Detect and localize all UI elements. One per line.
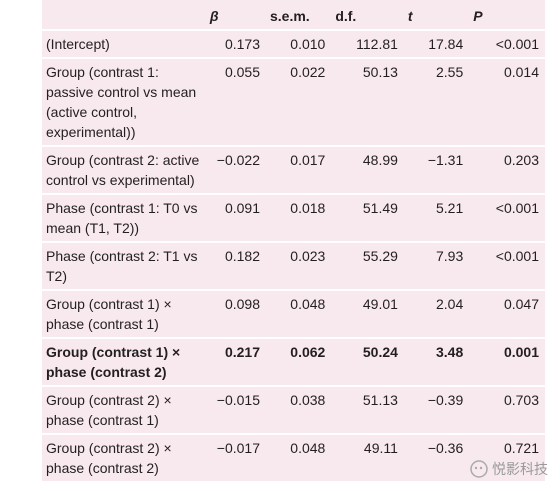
table-row: Group (contrast 1) × phase (contrast 2) 0… bbox=[42, 338, 545, 387]
results-table: β s.e.m. d.f. t P (Intercept) 0.173 0.010 112.8… bbox=[42, 0, 545, 483]
header-cell bbox=[42, 0, 206, 31]
value-cell: −0.39 bbox=[403, 386, 470, 435]
value-cell: 0.017 bbox=[266, 146, 332, 195]
value-cell: <0.001 bbox=[469, 242, 545, 291]
row-label: Group (contrast 2) × phase (contrast 2) bbox=[42, 434, 206, 483]
table-container: β s.e.m. d.f. t P (Intercept) 0.173 0.010 112.8… bbox=[42, 0, 545, 483]
value-cell: 0.203 bbox=[469, 146, 545, 195]
value-cell: 50.13 bbox=[331, 58, 404, 147]
table-row: Group (contrast 1: passive control vs me… bbox=[42, 58, 545, 147]
value-cell: 51.49 bbox=[331, 194, 404, 243]
header-cell: d.f. bbox=[331, 0, 404, 31]
table-row: Group (contrast 2) × phase (contrast 1) −… bbox=[42, 386, 545, 435]
value-cell: 0.001 bbox=[469, 338, 545, 387]
value-cell: 0.055 bbox=[205, 58, 266, 147]
table-row: Group (contrast 2) × phase (contrast 2) −… bbox=[42, 434, 545, 483]
table-body: (Intercept) 0.173 0.010 112.81 17.84 <0.001 Gr… bbox=[42, 30, 545, 483]
value-cell: 0.023 bbox=[266, 242, 332, 291]
value-cell: 0.047 bbox=[469, 290, 545, 339]
table-row: Phase (contrast 1: T0 vs mean (T1, T2)) 0… bbox=[42, 194, 545, 243]
value-cell: 17.84 bbox=[403, 30, 470, 59]
header-cell: β bbox=[205, 0, 266, 31]
value-cell: 49.11 bbox=[331, 434, 404, 483]
row-label: (Intercept) bbox=[42, 30, 206, 59]
value-cell: 0.217 bbox=[205, 338, 266, 387]
value-cell: −0.36 bbox=[403, 434, 470, 483]
watermark-icon bbox=[470, 460, 488, 478]
table-row: Group (contrast 1) × phase (contrast 1) 0… bbox=[42, 290, 545, 339]
watermark: 悦影科技 bbox=[470, 459, 548, 479]
value-cell: −0.015 bbox=[205, 386, 266, 435]
row-label: Phase (contrast 1: T0 vs mean (T1, T2)) bbox=[42, 194, 206, 243]
value-cell: 0.038 bbox=[266, 386, 332, 435]
value-cell: 0.182 bbox=[205, 242, 266, 291]
value-cell: −0.022 bbox=[205, 146, 266, 195]
header-row: β s.e.m. d.f. t P bbox=[42, 0, 545, 31]
row-label: Group (contrast 1: passive control vs me… bbox=[42, 58, 206, 147]
row-label: Group (contrast 2) × phase (contrast 1) bbox=[42, 386, 206, 435]
value-cell: 0.048 bbox=[266, 434, 332, 483]
value-cell: 0.022 bbox=[266, 58, 332, 147]
table-row: (Intercept) 0.173 0.010 112.81 17.84 <0.001 bbox=[42, 30, 545, 59]
value-cell: 2.55 bbox=[403, 58, 470, 147]
value-cell: 0.098 bbox=[205, 290, 266, 339]
value-cell: 51.13 bbox=[331, 386, 404, 435]
watermark-text: 悦影科技 bbox=[492, 462, 548, 478]
value-cell: 0.091 bbox=[205, 194, 266, 243]
value-cell: 0.173 bbox=[205, 30, 266, 59]
value-cell: −0.017 bbox=[205, 434, 266, 483]
value-cell: 0.010 bbox=[266, 30, 332, 59]
value-cell: 49.01 bbox=[331, 290, 404, 339]
value-cell: 0.703 bbox=[469, 386, 545, 435]
value-cell: 50.24 bbox=[331, 338, 404, 387]
value-cell: 2.04 bbox=[403, 290, 470, 339]
value-cell: 55.29 bbox=[331, 242, 404, 291]
row-label: Phase (contrast 2: T1 vs T2) bbox=[42, 242, 206, 291]
value-cell: 0.018 bbox=[266, 194, 332, 243]
header-cell: t bbox=[403, 0, 470, 31]
value-cell: 0.048 bbox=[266, 290, 332, 339]
value-cell: −1.31 bbox=[403, 146, 470, 195]
table-row: Phase (contrast 2: T1 vs T2) 0.182 0.023 55… bbox=[42, 242, 545, 291]
value-cell: 0.014 bbox=[469, 58, 545, 147]
row-label: Group (contrast 2: active control vs exp… bbox=[42, 146, 206, 195]
value-cell: 5.21 bbox=[403, 194, 470, 243]
header-cell: s.e.m. bbox=[266, 0, 332, 31]
table-row: Group (contrast 2: active control vs exp… bbox=[42, 146, 545, 195]
row-label: Group (contrast 1) × phase (contrast 2) bbox=[42, 338, 206, 387]
row-label: Group (contrast 1) × phase (contrast 1) bbox=[42, 290, 206, 339]
value-cell: 7.93 bbox=[403, 242, 470, 291]
value-cell: 112.81 bbox=[331, 30, 404, 59]
value-cell: <0.001 bbox=[469, 194, 545, 243]
value-cell: 48.99 bbox=[331, 146, 404, 195]
header-cell: P bbox=[469, 0, 545, 31]
value-cell: 3.48 bbox=[403, 338, 470, 387]
value-cell: <0.001 bbox=[469, 30, 545, 59]
value-cell: 0.721 bbox=[469, 434, 545, 483]
value-cell: 0.062 bbox=[266, 338, 332, 387]
